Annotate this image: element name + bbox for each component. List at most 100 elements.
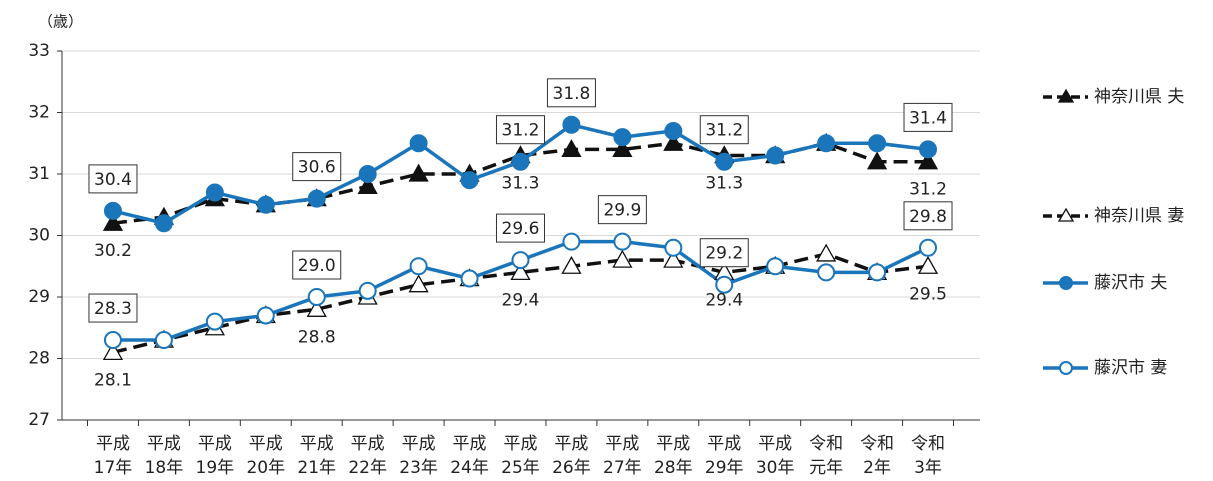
- x-tick-label: 3年: [914, 458, 942, 478]
- marker: [917, 255, 939, 274]
- x-tick-label: 平成: [351, 434, 385, 454]
- marker: [408, 274, 429, 293]
- marker: [409, 134, 428, 153]
- marker: [307, 189, 326, 208]
- x-tick-label: 平成: [503, 434, 537, 454]
- x-tick-label: 平成: [96, 434, 130, 454]
- y-tick-label: 33: [28, 41, 50, 61]
- x-tick-label: 23年: [399, 458, 438, 478]
- marker: [613, 232, 632, 251]
- data-label: 30.2: [94, 241, 132, 261]
- marker: [663, 249, 684, 268]
- marker: [866, 151, 888, 170]
- x-tick-label: 平成: [554, 434, 588, 454]
- x-tick-label: 25年: [501, 458, 540, 478]
- label-box: [597, 195, 647, 225]
- x-tick-label: 元年: [809, 458, 843, 478]
- marker: [917, 151, 939, 170]
- marker: [256, 306, 275, 325]
- marker: [307, 288, 326, 306]
- x-tick-label: 令和: [911, 434, 945, 454]
- marker: [205, 312, 224, 331]
- x-tick-label: 20年: [246, 458, 285, 478]
- label-box: [88, 293, 138, 323]
- label-box: [292, 250, 342, 280]
- marker: [664, 121, 683, 140]
- data-label: 31.4: [909, 108, 947, 128]
- y-tick-label: 28: [28, 349, 50, 369]
- legend-marker: [1059, 276, 1073, 290]
- marker: [510, 262, 531, 281]
- marker: [358, 281, 377, 300]
- y-tick-label: 29: [28, 287, 50, 307]
- marker: [408, 163, 429, 182]
- x-tick-label: 21年: [297, 458, 336, 478]
- data-label: 30.6: [298, 158, 336, 178]
- label-box: [495, 213, 545, 243]
- marker: [868, 263, 887, 282]
- marker: [715, 152, 734, 171]
- x-tick-label: 平成: [300, 434, 334, 454]
- x-tick-label: 24年: [450, 458, 489, 478]
- x-tick-label: 29年: [705, 458, 744, 478]
- marker: [460, 269, 479, 288]
- legend-marker: [1059, 361, 1073, 375]
- x-tick-label: 17年: [94, 458, 133, 478]
- marker: [561, 139, 582, 158]
- label-box: [495, 115, 545, 145]
- data-label: 29.4: [502, 290, 540, 310]
- x-tick-label: 令和: [809, 434, 843, 454]
- data-label: 29.5: [909, 284, 947, 304]
- data-label: 28.8: [298, 327, 336, 347]
- label-box: [292, 152, 342, 182]
- marker: [102, 212, 124, 231]
- data-label: 28.3: [94, 299, 132, 319]
- series-line: [112, 141, 929, 225]
- marker: [817, 263, 836, 282]
- legend-marker: [1057, 207, 1075, 222]
- marker: [613, 128, 632, 147]
- data-label: 29.9: [603, 201, 641, 221]
- x-tick-label: 18年: [145, 458, 184, 478]
- marker: [919, 140, 938, 159]
- marker: [868, 134, 887, 153]
- x-tick-label: 平成: [249, 434, 283, 454]
- marker: [817, 134, 836, 153]
- x-tick-label: 平成: [402, 434, 436, 454]
- x-tick-label: 平成: [758, 434, 792, 454]
- data-label: 29.8: [909, 207, 947, 227]
- marker: [154, 214, 173, 233]
- data-label: 31.2: [705, 121, 743, 141]
- marker: [561, 255, 582, 274]
- legend-label: 藤沢市 夫: [1094, 273, 1167, 293]
- data-label: 31.3: [705, 174, 743, 194]
- label-box: [903, 201, 953, 231]
- marker: [103, 331, 122, 350]
- marker: [306, 298, 327, 317]
- x-tick-label: 30年: [756, 458, 795, 478]
- label-box: [699, 238, 749, 268]
- marker: [562, 232, 581, 251]
- x-tick-label: 平成: [453, 434, 487, 454]
- data-label: 29.2: [705, 244, 743, 264]
- x-tick-label: 2年: [863, 458, 891, 478]
- legend-marker: [1057, 88, 1075, 103]
- data-label: 31.3: [502, 174, 540, 194]
- y-tick-label: 31: [28, 164, 50, 184]
- marker: [919, 238, 938, 257]
- marker: [256, 195, 275, 214]
- data-label: 31.2: [502, 121, 540, 141]
- x-tick-label: 令和: [860, 434, 894, 454]
- marker: [511, 152, 530, 171]
- marker: [612, 249, 633, 268]
- marker: [612, 139, 633, 158]
- series-line: [112, 252, 929, 355]
- y-tick-label: 30: [28, 226, 50, 246]
- x-tick-label: 平成: [656, 434, 690, 454]
- x-tick-label: 19年: [196, 458, 235, 478]
- marker: [102, 342, 124, 360]
- marker: [663, 132, 684, 151]
- marker: [409, 257, 428, 276]
- data-label: 28.1: [94, 370, 132, 390]
